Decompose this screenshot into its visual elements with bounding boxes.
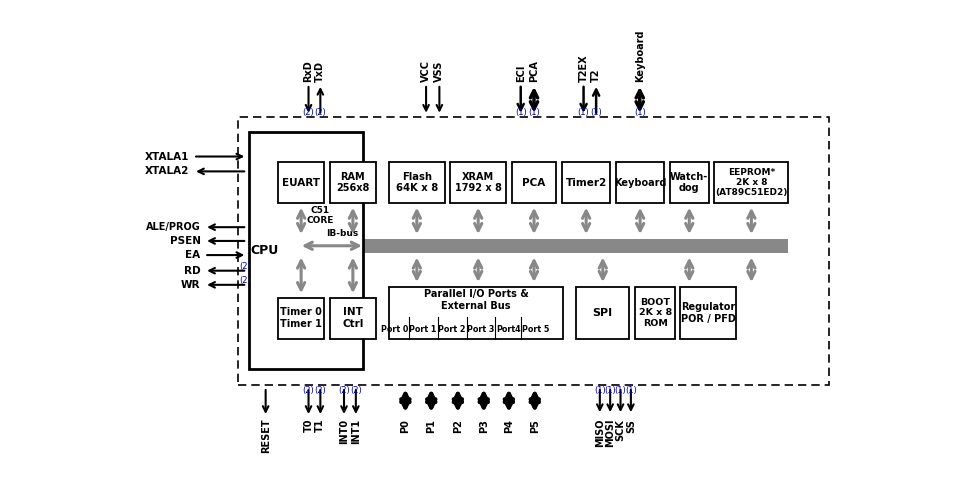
FancyBboxPatch shape	[616, 162, 663, 203]
Text: RAM
256x8: RAM 256x8	[335, 172, 369, 193]
FancyBboxPatch shape	[249, 132, 363, 369]
Text: ECI: ECI	[516, 65, 525, 82]
Text: Keyboard: Keyboard	[613, 178, 666, 187]
Text: (1): (1)	[528, 108, 539, 117]
Text: XTALA1: XTALA1	[145, 152, 190, 161]
Text: CPU: CPU	[251, 244, 278, 257]
Text: Flash
64K x 8: Flash 64K x 8	[395, 172, 437, 193]
Text: RxD: RxD	[303, 60, 314, 82]
Text: (1): (1)	[624, 386, 636, 395]
Text: (1): (1)	[590, 108, 601, 117]
Text: PSEN: PSEN	[170, 236, 200, 246]
Text: (1): (1)	[515, 108, 526, 117]
Text: (2): (2)	[302, 386, 314, 395]
FancyBboxPatch shape	[300, 239, 787, 253]
Text: ALE/PROG: ALE/PROG	[146, 222, 200, 232]
FancyBboxPatch shape	[330, 162, 375, 203]
Text: MOSI: MOSI	[604, 419, 615, 447]
FancyBboxPatch shape	[576, 287, 629, 339]
Text: P5: P5	[529, 419, 539, 433]
FancyBboxPatch shape	[512, 162, 556, 203]
Text: MISO: MISO	[595, 419, 604, 447]
Text: T1: T1	[315, 419, 325, 432]
Text: Port 5: Port 5	[521, 325, 549, 334]
Text: SPI: SPI	[592, 308, 612, 318]
FancyBboxPatch shape	[278, 298, 324, 339]
Text: RESET: RESET	[260, 419, 271, 454]
Text: BOOT
2K x 8
ROM: BOOT 2K x 8 ROM	[638, 298, 671, 327]
Text: (2): (2)	[302, 108, 314, 117]
Text: Port 1: Port 1	[409, 325, 436, 334]
Text: (1): (1)	[603, 386, 616, 395]
Text: EUART: EUART	[282, 178, 320, 187]
Text: (1): (1)	[614, 386, 626, 395]
Text: XRAM
1792 x 8: XRAM 1792 x 8	[455, 172, 501, 193]
Text: P3: P3	[478, 419, 488, 433]
Text: RD: RD	[184, 266, 200, 276]
Text: Timer2: Timer2	[565, 178, 606, 187]
Text: PCA: PCA	[522, 178, 545, 187]
Text: (1): (1)	[578, 108, 589, 117]
Text: (2): (2)	[239, 262, 251, 271]
Text: Regulator
POR / PFD: Regulator POR / PFD	[680, 302, 735, 324]
Text: (2): (2)	[314, 108, 326, 117]
Text: Port 2: Port 2	[437, 325, 465, 334]
Text: WR: WR	[181, 280, 200, 290]
Text: Keyboard: Keyboard	[634, 29, 644, 82]
Text: (2): (2)	[337, 386, 350, 395]
Text: PCA: PCA	[529, 60, 538, 82]
Text: EA: EA	[185, 250, 200, 260]
FancyBboxPatch shape	[679, 287, 735, 339]
FancyBboxPatch shape	[669, 162, 708, 203]
FancyBboxPatch shape	[635, 287, 675, 339]
Text: P0: P0	[400, 419, 410, 433]
Text: (2): (2)	[350, 386, 361, 395]
Text: Parallel I/O Ports &
External Bus: Parallel I/O Ports & External Bus	[423, 289, 528, 311]
FancyBboxPatch shape	[330, 298, 375, 339]
FancyBboxPatch shape	[389, 162, 444, 203]
Text: Port4: Port4	[497, 325, 520, 334]
Text: TxD: TxD	[315, 61, 325, 82]
Text: Timer 0
Timer 1: Timer 0 Timer 1	[280, 308, 322, 329]
Text: INT1: INT1	[351, 419, 360, 444]
FancyBboxPatch shape	[389, 287, 562, 339]
Text: INT
Ctrl: INT Ctrl	[342, 308, 363, 329]
Text: (2): (2)	[239, 276, 251, 285]
Text: INT0: INT0	[338, 419, 349, 444]
Text: (2): (2)	[314, 386, 326, 395]
Text: IB-bus: IB-bus	[326, 228, 358, 238]
FancyBboxPatch shape	[714, 162, 787, 203]
Text: VSS: VSS	[434, 61, 444, 82]
Text: Watch-
dog: Watch- dog	[669, 172, 708, 193]
Text: C51
CORE: C51 CORE	[306, 206, 334, 225]
FancyBboxPatch shape	[278, 162, 324, 203]
Text: Port 0: Port 0	[380, 325, 408, 334]
Text: T0: T0	[303, 419, 314, 432]
FancyBboxPatch shape	[450, 162, 505, 203]
FancyBboxPatch shape	[561, 162, 610, 203]
Text: Port 3: Port 3	[467, 325, 494, 334]
Text: EEPROM*
2K x 8
(AT89C51ED2): EEPROM* 2K x 8 (AT89C51ED2)	[715, 168, 787, 198]
Text: P1: P1	[426, 419, 436, 433]
Text: SS: SS	[625, 419, 636, 433]
Text: T2EX: T2EX	[578, 55, 588, 82]
Text: P2: P2	[453, 419, 462, 433]
Text: SCK: SCK	[615, 419, 625, 440]
Text: XTALA2: XTALA2	[145, 166, 190, 176]
Text: (1): (1)	[594, 386, 605, 395]
Text: (1): (1)	[633, 108, 645, 117]
Text: P4: P4	[503, 419, 514, 433]
Text: VCC: VCC	[420, 60, 431, 82]
Text: T2: T2	[591, 69, 600, 82]
